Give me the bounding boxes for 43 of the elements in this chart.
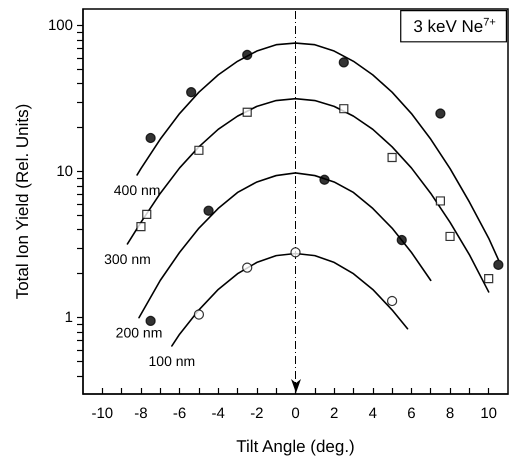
x-tick-label: -2 (250, 405, 264, 422)
point (146, 316, 156, 326)
x-tick-label: -10 (91, 405, 114, 422)
point (290, 247, 301, 258)
point (242, 262, 252, 273)
x-tick-label: 0 (291, 405, 300, 422)
point (146, 132, 156, 144)
point (484, 274, 494, 284)
x-tick-label: 10 (480, 405, 498, 422)
point (338, 57, 349, 68)
point (339, 104, 348, 114)
point (493, 260, 504, 270)
point (194, 309, 204, 320)
y-tick-label: 100 (48, 17, 73, 34)
x-tick-label: -8 (134, 405, 148, 422)
x-axis-title: Tilt Angle (deg.) (236, 437, 355, 456)
series-label: 200 nm (116, 324, 162, 341)
point (387, 296, 398, 306)
point (396, 234, 407, 246)
series-label: 400 nm (114, 182, 160, 198)
y-tick-label: 1 (64, 309, 73, 326)
x-tick-label: -6 (172, 405, 186, 422)
point (242, 108, 252, 117)
point (387, 152, 397, 162)
point (445, 232, 455, 242)
point (203, 206, 214, 216)
x-tick-label: 6 (407, 405, 416, 422)
point (242, 50, 252, 60)
x-tick-label: 4 (368, 405, 377, 422)
x-tick-label: -4 (212, 405, 225, 422)
point (436, 196, 445, 206)
y-axis-title: Total Ion Yield (Rel. Units) (13, 104, 32, 300)
x-tick-label: 2 (330, 405, 338, 422)
point (319, 174, 330, 185)
point (142, 210, 152, 219)
point (136, 222, 146, 232)
point (186, 87, 196, 98)
y-tick-label: 10 (56, 163, 73, 180)
point (194, 146, 204, 155)
point (435, 108, 446, 119)
series-label: 100 nm (148, 352, 196, 369)
x-tick-label: 8 (446, 405, 454, 422)
series-label: 300 nm (104, 250, 151, 267)
